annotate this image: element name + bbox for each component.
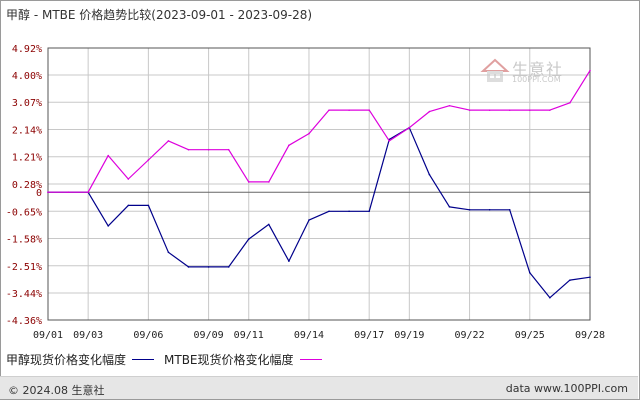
data-point-mtbe [569,102,571,104]
data-point-methanol [107,225,110,227]
legend-item-methanol: 甲醇现货价格变化幅度 [6,351,155,368]
data-point-methanol [147,204,150,207]
data-point-methanol [488,208,491,211]
house-icon [480,58,510,82]
x-tick-label: 09/11 [234,330,264,341]
data-point-mtbe [388,140,391,142]
x-tick-label: 09/01 [33,330,63,341]
y-tick-label: -4.36% [6,316,42,327]
data-point-mtbe [67,191,69,194]
x-tick-label: 09/09 [194,330,224,341]
axis-layer [47,47,591,321]
legend-label-methanol: 甲醇现货价格变化幅度 [6,352,127,367]
data-point-methanol [468,208,471,211]
y-tick-label: 3.07% [12,98,42,109]
data-point-mtbe [147,159,150,161]
data-point-methanol [227,266,230,268]
data-point-mtbe [107,154,110,157]
label-layer: 4.92% 4.00% 3.07% 2.14% 1.21% 0.28% -0.65% -1.5… [6,44,605,341]
legend-item-mtbe: MTBE现货价格变化幅度 [164,351,322,368]
x-tick-label: 09/22 [455,330,485,341]
series-line-mtbe [48,70,591,193]
legend-swatch-mtbe [299,358,322,360]
data-point-methanol [348,210,350,213]
data-point-mtbe [368,109,370,111]
series-line-methanol [48,127,591,299]
data-point-mtbe [408,126,411,129]
series-layer [47,69,591,299]
data-point-methanol [528,272,531,274]
data-point-mtbe [528,109,531,111]
data-point-methanol [187,266,190,268]
x-tick-label: 09/19 [394,330,424,341]
data-point-mtbe [448,104,451,107]
y-tick-label: -1.58% [6,235,42,246]
data-point-methanol [328,210,330,213]
x-tick-label: 09/17 [354,330,384,341]
data-point-methanol [127,204,130,207]
data-point-mtbe [47,191,49,194]
grid-layer [47,47,591,321]
data-point-methanol [207,266,210,268]
data-point-methanol [428,173,431,176]
watermark-logo: 生意社 100PPI.COM [480,56,580,86]
data-point-mtbe [187,148,190,151]
x-tick-label: 09/28 [575,330,605,341]
data-point-mtbe [247,181,250,183]
data-point-methanol [508,208,511,211]
data-point-mtbe [167,140,170,142]
data-point-methanol [569,279,571,281]
y-tick-label: 1.21% [12,153,42,164]
legend: 甲醇现货价格变化幅度 MTBE现货价格变化幅度 [6,351,332,367]
y-tick-label: 2.14% [12,125,42,136]
footer-site-link[interactable]: data www.100PPI.com [505,382,628,395]
data-point-methanol [288,260,290,262]
y-tick-label: 4.92% [12,44,42,55]
data-point-methanol [308,219,310,221]
footer-copyright: © 2024.08 生意社 [8,384,105,397]
data-point-mtbe [589,69,591,72]
data-point-mtbe [348,109,350,111]
x-tick-label: 09/06 [133,330,163,341]
data-point-mtbe [207,148,210,151]
data-point-mtbe [488,109,491,111]
data-point-mtbe [268,181,270,183]
watermark-name: 生意社 [512,60,564,79]
x-tick-label: 09/03 [73,330,103,341]
x-tick-label: 09/14 [294,330,324,341]
data-point-methanol [448,206,451,208]
legend-swatch-methanol [132,358,155,360]
footer-bar: © 2024.08 生意社 data www.100PPI.com [0,376,638,399]
y-tick-label: -0.65% [6,207,42,218]
legend-label-mtbe: MTBE现货价格变化幅度 [164,352,294,367]
data-point-mtbe [468,109,471,111]
chart-title: 甲醇 - MTBE 价格趋势比较(2023-09-01 - 2023-09-28… [6,8,313,22]
data-point-methanol [167,251,170,254]
data-point-mtbe [328,109,330,111]
data-point-mtbe [127,178,130,180]
data-point-mtbe [428,110,431,113]
data-point-mtbe [508,109,511,111]
data-point-mtbe [549,109,551,111]
y-tick-label: 4.00% [12,71,42,82]
data-point-mtbe [87,191,89,194]
data-point-mtbe [288,144,290,147]
watermark-url: 100PPI.COM [512,75,561,84]
data-point-methanol [589,276,591,279]
plot-border [47,47,591,321]
data-point-mtbe [308,132,310,135]
x-tick-label: 09/25 [515,330,545,341]
data-point-methanol [268,223,270,226]
data-point-methanol [549,296,551,299]
data-point-methanol [247,238,250,240]
data-point-methanol [368,210,370,213]
y-tick-label: -2.51% [6,262,42,273]
y-tick-label: 0.28% [12,180,42,191]
data-point-mtbe [227,148,230,151]
y-tick-label: -3.44% [6,289,42,300]
zero-label: 0 [36,188,42,199]
